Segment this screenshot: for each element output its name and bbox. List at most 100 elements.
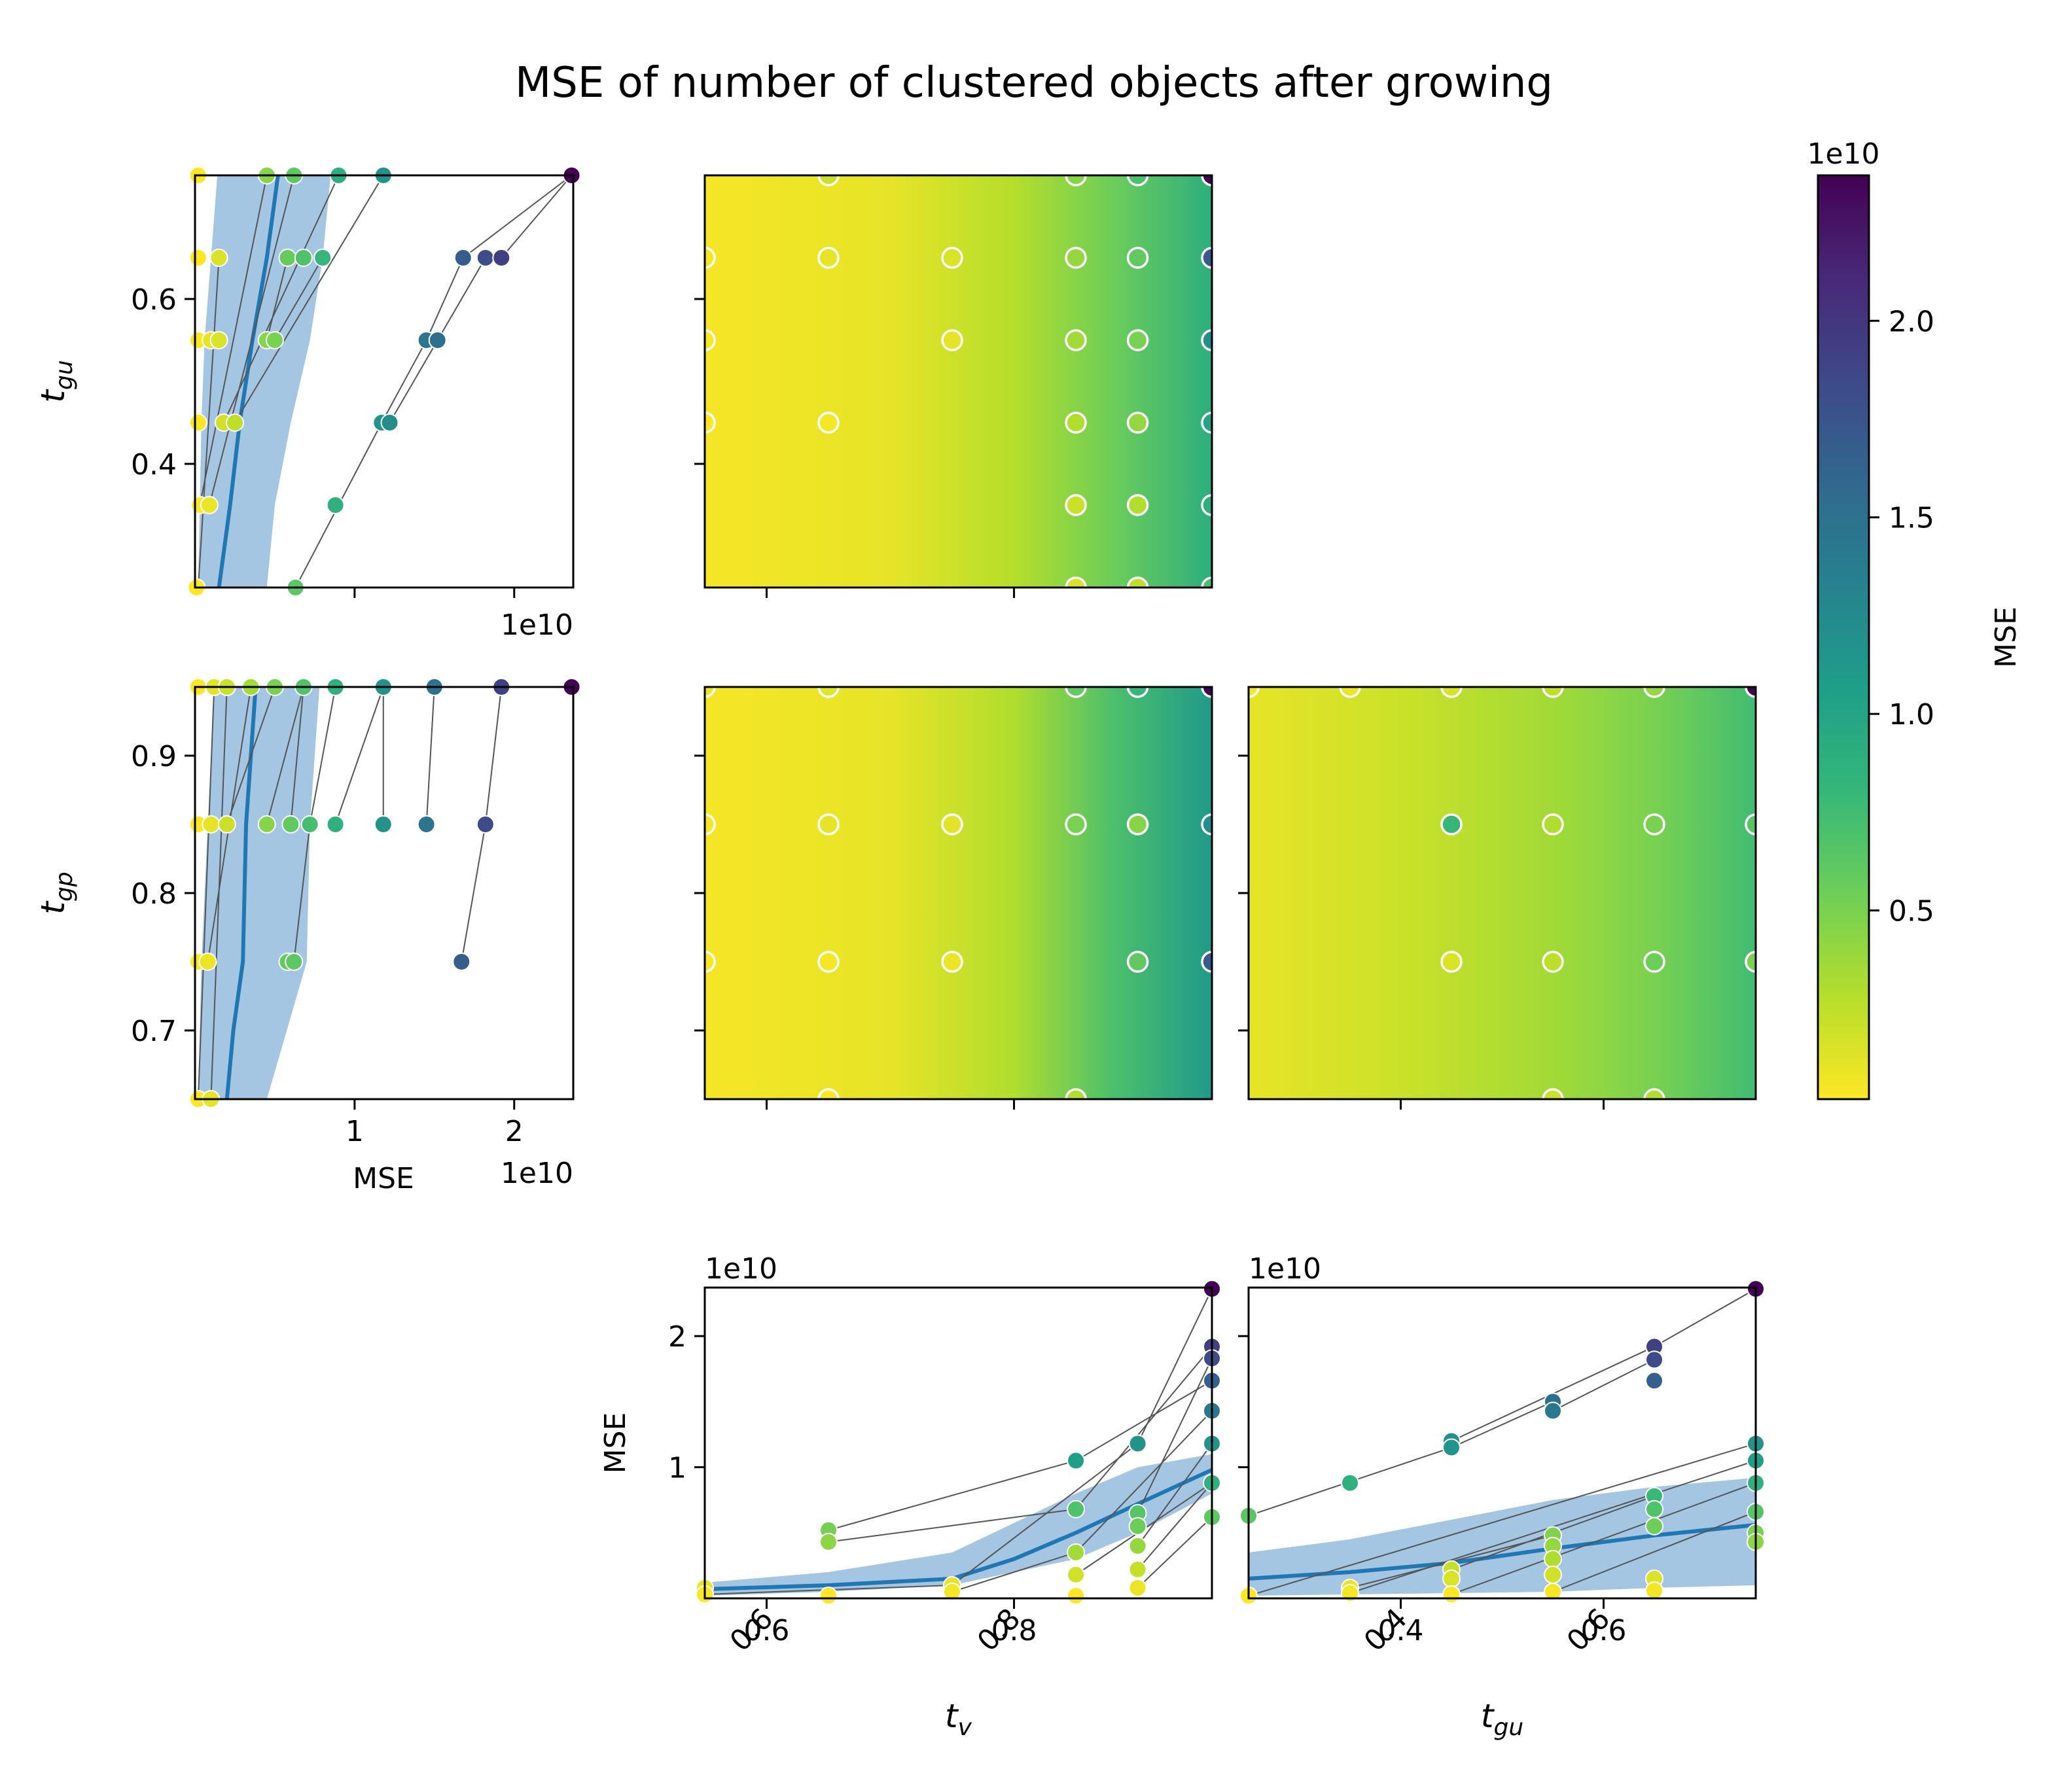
data-point: [1341, 1583, 1359, 1602]
connector-line: [1451, 1482, 1756, 1595]
sample-point: [705, 813, 716, 835]
connector-line: [290, 687, 304, 825]
data-point: [428, 331, 447, 349]
panel-heat_tv_tgp: [694, 686, 1213, 1110]
sample-point: [1201, 412, 1212, 434]
sample-point: [817, 687, 840, 698]
y-tick-label: 0.6: [131, 283, 177, 317]
figure-title: MSE of number of clustered objects after…: [515, 59, 1553, 107]
x-axis-label-text: tv: [945, 1697, 972, 1741]
connector-line: [293, 824, 311, 962]
data-point: [380, 413, 399, 432]
trend-line: [705, 1467, 1212, 1591]
panel-mse_vs_tgp: 1 2 0.7 0.8 0.9 tgp 1e10 MSE: [34, 678, 581, 1195]
connector-line: [436, 257, 486, 341]
y-offset-label: 1e10: [705, 1252, 777, 1286]
colorbar-label-text: MSE: [1989, 606, 2023, 668]
data-point: [1442, 1585, 1461, 1604]
data-point: [1067, 1543, 1086, 1562]
sample-point: [817, 175, 840, 186]
data-point: [417, 815, 436, 834]
sample-point: [941, 951, 963, 973]
connector-line: [274, 257, 323, 341]
connector-line: [1451, 1401, 1554, 1449]
connector-line: [1137, 1358, 1212, 1514]
sample-point: [817, 247, 840, 269]
connector-line: [381, 340, 427, 423]
connector-line: [425, 687, 435, 825]
data-point: [313, 249, 332, 267]
connector-line: [484, 687, 503, 825]
sample-point: [1542, 1088, 1564, 1099]
trend-line: [217, 175, 280, 588]
x-tick-label: 2: [505, 1115, 524, 1148]
data-point: [1067, 1500, 1086, 1519]
sample-point: [1201, 329, 1212, 351]
sample-point: [705, 951, 716, 973]
data-point: [281, 815, 300, 834]
x-tick-label-text: 0.6: [724, 1602, 780, 1659]
data-point: [1645, 1517, 1663, 1536]
sample-point: [1643, 687, 1665, 698]
y-axis-label: tgu: [34, 360, 78, 402]
colorbar-tick-label: 1.5: [1889, 502, 1934, 535]
data-point: [188, 413, 207, 432]
sample-point: [1201, 494, 1212, 516]
axes-frame: [703, 174, 1213, 589]
sample-point: [817, 1088, 840, 1099]
connector-line: [208, 175, 295, 506]
x-tick-label-text: 0.4: [1358, 1602, 1414, 1659]
sample-point: [1643, 813, 1665, 835]
data-point: [1341, 1473, 1359, 1492]
colorbar-frame: [1817, 174, 1870, 1100]
data-point: [1067, 1586, 1086, 1605]
connector-line: [425, 257, 464, 341]
data-point: [1067, 1565, 1086, 1584]
x-axis-label-text: tgu: [1481, 1697, 1523, 1741]
colorbar-offset-label: 1e10: [1807, 137, 1879, 171]
axes-frame: [703, 1286, 1213, 1600]
connector-line: [266, 257, 289, 341]
connector-line: [828, 1508, 1076, 1543]
panel-heat_tv_tgu: [694, 174, 1213, 598]
sample-point: [1126, 951, 1149, 973]
x-axis-label: tv: [945, 1697, 972, 1741]
sample-point: [1440, 813, 1463, 835]
x-tick-label: 0.8: [991, 1614, 1037, 1647]
sample-point: [1745, 687, 1756, 698]
connector-line: [266, 687, 304, 825]
data-point: [1645, 1350, 1663, 1369]
sample-point: [1249, 687, 1260, 698]
data-point: [217, 815, 236, 834]
x-tick-label-text: 0.6: [1561, 1602, 1617, 1659]
x-tick-label: 0.8: [971, 1602, 1027, 1659]
sample-point: [817, 412, 840, 434]
x-offset-label: 1e10: [501, 1157, 573, 1190]
sample-point: [1126, 175, 1149, 186]
sample-point: [1201, 247, 1212, 269]
sample-point: [1542, 813, 1564, 835]
panel-heat_tgu_tgp: [1238, 686, 1757, 1110]
connector-line: [222, 175, 340, 423]
panel-tgu_vs_mse: 0.4 0.6 1e10 0.4 0.6 tgu: [1238, 1252, 1765, 1741]
panel-mse_vs_tgu: 0.4 0.6 tgu 1e10: [34, 166, 581, 642]
data-point: [209, 249, 228, 267]
sample-point: [1065, 576, 1087, 588]
sample-point: [705, 412, 716, 434]
sample-point: [705, 247, 716, 269]
data-point: [265, 331, 284, 349]
colorbar-tick-label: 0.5: [1889, 895, 1934, 928]
sample-point: [1065, 687, 1087, 698]
data-point: [476, 815, 495, 834]
x-tick-label: 0.4: [1358, 1602, 1414, 1659]
connector-line: [197, 257, 220, 588]
trend-line: [1249, 1522, 1756, 1581]
data-point: [452, 953, 471, 971]
connector-line: [226, 687, 276, 825]
data-point: [943, 1582, 962, 1601]
y-tick-label: 0.7: [131, 1015, 177, 1048]
sample-point: [1201, 175, 1212, 186]
data-point: [1128, 1434, 1147, 1453]
sample-point: [1201, 687, 1212, 698]
